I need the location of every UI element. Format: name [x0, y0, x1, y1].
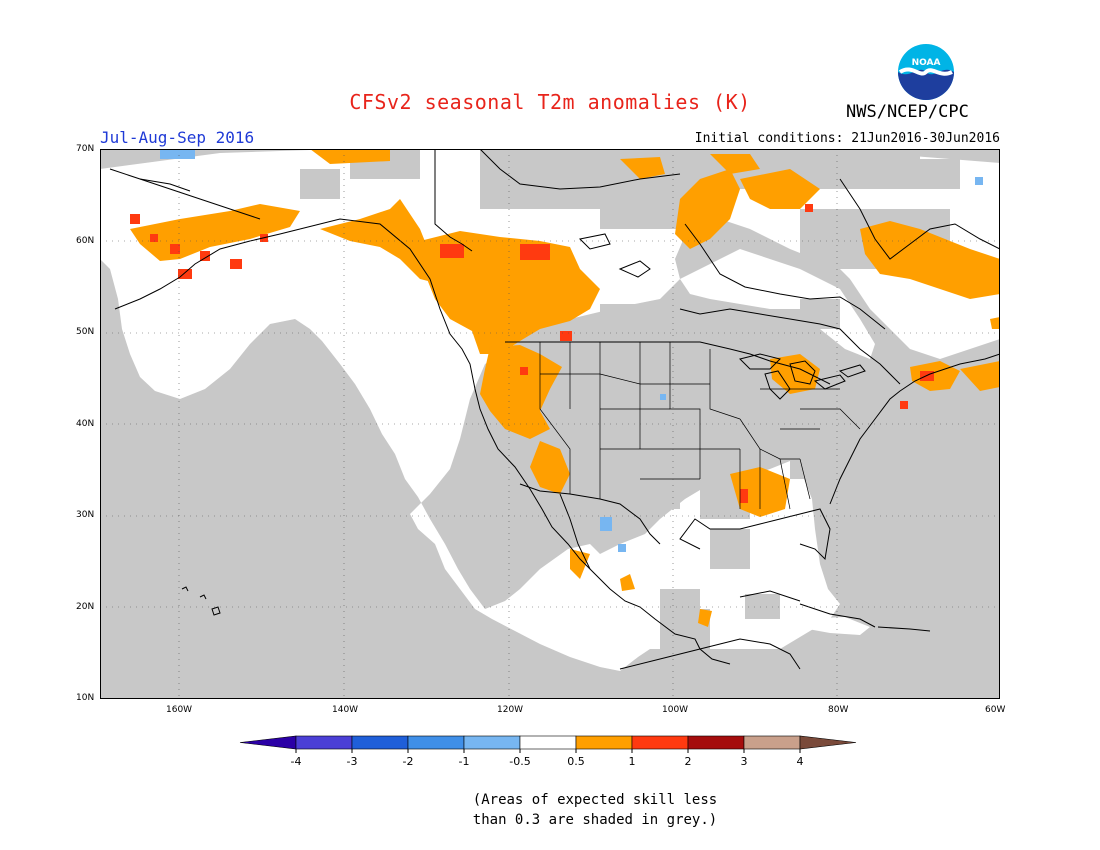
lat-label-20n: 20N	[76, 602, 95, 612]
colorbar-segment	[351, 735, 409, 750]
colorbar-arrow-high	[799, 735, 857, 750]
colorbar-tick-label: 1	[629, 755, 636, 768]
lon-label-120w: 120W	[497, 705, 524, 715]
colorbar-segment	[463, 735, 521, 750]
noaa-logo: NOAA	[898, 44, 954, 100]
colorbar-tick-label: -1	[459, 755, 470, 768]
islands	[139, 178, 221, 616]
lakes	[578, 233, 866, 400]
lat-label-40n: 40N	[76, 419, 95, 429]
skill-note-line-2: than 0.3 are shaded in grey.)	[472, 812, 718, 828]
lon-label-60w: 60W	[985, 705, 1006, 715]
colorbar-segment	[407, 735, 465, 750]
colorbar-segment	[519, 735, 577, 750]
warm-anomaly-1-2	[130, 204, 934, 503]
gridlines	[100, 149, 1000, 699]
initial-conditions-label: Initial conditions: 21Jun2016-30Jun2016	[694, 131, 1000, 146]
colorbar-tick-label: 3	[741, 755, 748, 768]
lon-label-80w: 80W	[828, 705, 849, 715]
colorbar-tick-label: 2	[685, 755, 692, 768]
colorbar-tick-label: -4	[291, 755, 302, 768]
colorbar-segment	[295, 735, 353, 750]
warm-anomaly-0.5-1	[130, 149, 1000, 627]
colorbar-arrow-low	[239, 735, 297, 750]
colorbar-tick-label: -2	[403, 755, 414, 768]
lat-label-60n: 60N	[76, 236, 95, 246]
lon-label-140w: 140W	[332, 705, 359, 715]
colorbar-segment	[575, 735, 633, 750]
skill-note-line-1: (Areas of expected skill less	[472, 792, 718, 808]
lon-label-100w: 100W	[662, 705, 689, 715]
lat-label-10n: 10N	[76, 693, 95, 703]
state-borders	[539, 342, 861, 510]
cool-anomaly	[160, 149, 983, 552]
colorbar-tick-label: -3	[347, 755, 358, 768]
colorbar-tick-label: 4	[797, 755, 804, 768]
logo-text: NOAA	[912, 58, 941, 68]
colorbar-segment	[631, 735, 689, 750]
agency-label: NWS/NCEP/CPC	[846, 102, 969, 122]
anomaly-map	[100, 149, 1000, 699]
lat-label-70n: 70N	[76, 144, 95, 154]
lon-label-160w: 160W	[166, 705, 193, 715]
colorbar: -4 -3 -2 -1 -0.5 0.5 1 2 3 4	[239, 735, 857, 768]
season-label: Jul-Aug-Sep 2016	[100, 128, 255, 147]
coastlines	[109, 149, 1000, 670]
colorbar-segment	[687, 735, 745, 750]
country-borders	[434, 149, 831, 545]
map-title: CFSv2 seasonal T2m anomalies (K)	[349, 90, 751, 114]
colorbar-segment	[743, 735, 801, 750]
lat-label-50n: 50N	[76, 327, 95, 337]
colorbar-tick-label: -0.5	[509, 755, 530, 768]
lat-label-30n: 30N	[76, 510, 95, 520]
colorbar-tick-label: 0.5	[567, 755, 585, 768]
